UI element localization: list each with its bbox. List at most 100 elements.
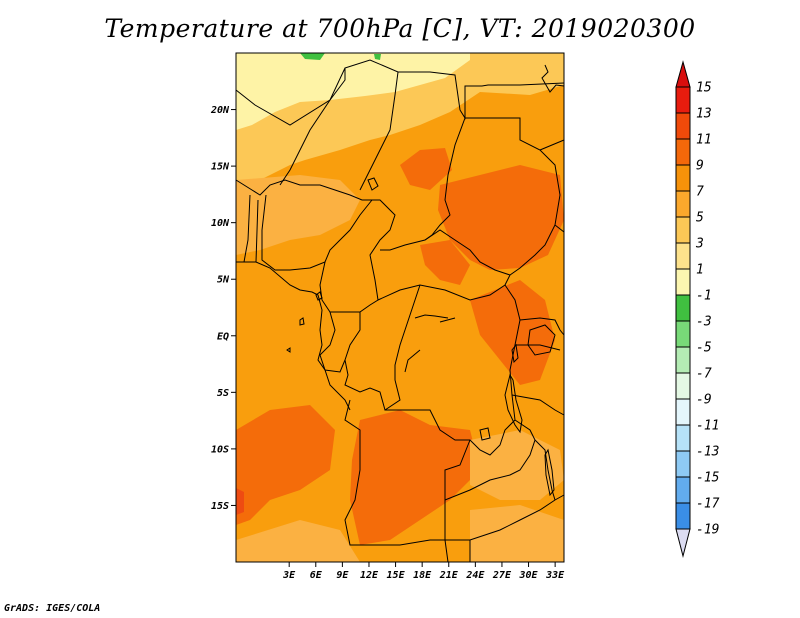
lake-kivu — [511, 343, 519, 364]
colorbar-segment — [675, 320, 691, 348]
lon-tick-label: 33E — [545, 570, 565, 581]
border-mali-niger — [279, 67, 346, 186]
lon-tick-label: 6E — [310, 570, 323, 581]
border-ethiopia-east — [539, 139, 565, 233]
lat-tick-label: EQ — [217, 331, 229, 342]
colorbar-label: -3 — [696, 315, 712, 330]
lat-tick-label: 10N — [211, 218, 230, 229]
lat-tick-label: 20N — [210, 105, 230, 116]
red-sea-coast — [541, 64, 565, 93]
border-cameroon — [319, 199, 396, 313]
field-region-atlantic-dark — [236, 405, 335, 525]
field-region-southeast-light — [470, 505, 564, 562]
credit-text: GrADS: IGES/COLA — [4, 603, 101, 614]
colorbar-segment — [675, 242, 691, 270]
temperature-field — [236, 53, 564, 562]
map-frame — [235, 52, 565, 563]
colorbar-label: -1 — [696, 289, 712, 304]
colorbar-segment — [675, 268, 691, 296]
latitude-ticks: 20N 15N 10N 5N EQ 5S 10S 15S — [210, 105, 236, 512]
lon-tick-label: 27E — [492, 570, 512, 581]
congo-river — [404, 314, 456, 373]
lon-tick-label: 15E — [387, 570, 406, 581]
colorbar-label: 1 — [696, 263, 704, 278]
colorbar-label: -11 — [696, 419, 719, 434]
border-angola — [344, 399, 471, 546]
colorbar-label: -9 — [696, 393, 712, 408]
lon-tick-label: 24E — [465, 570, 485, 581]
field-region-zambia-dark — [470, 430, 564, 500]
coastline-west — [236, 261, 351, 411]
border-tanzania — [511, 344, 565, 416]
colorbar-segment — [675, 398, 691, 426]
colorbar-segment — [675, 164, 691, 192]
field-region-lake-dark — [470, 280, 555, 385]
colorbar-segment — [675, 216, 691, 244]
longitude-ticks: 3E 6E 9E 12E 15E 18E 21E 24E 27E 30E 33E — [282, 562, 565, 581]
colorbar-label: 9 — [696, 159, 704, 174]
border-nigeria — [261, 194, 373, 271]
field-region-north-dark — [400, 148, 452, 190]
lake-tanganyika — [504, 373, 523, 434]
lake-malawi — [544, 448, 555, 497]
field-region-chad-dark — [420, 240, 470, 285]
field-region-green-patch-2 — [374, 54, 381, 60]
country-borders — [235, 53, 565, 563]
border-congo — [344, 284, 421, 411]
colorbar-label: -17 — [696, 497, 720, 512]
field-region-angola-dark — [350, 410, 480, 545]
colorbar-top-arrow — [675, 60, 691, 88]
lake-chad — [367, 177, 379, 191]
lon-tick-label: 18E — [413, 570, 432, 581]
border-sahara-north — [235, 53, 565, 126]
colorbar-label: -13 — [696, 445, 719, 460]
colorbar-label: -7 — [696, 367, 712, 382]
field-region-southern-light — [236, 520, 360, 562]
border-niger-chad — [359, 71, 399, 191]
lake-victoria — [527, 324, 556, 356]
colorbar-bottom-arrow — [675, 528, 691, 558]
colorbar-segment — [675, 138, 691, 166]
colorbar-segment — [675, 86, 691, 114]
chart-title: Temperature at 700hPa [C], VT: 201902030… — [104, 14, 696, 43]
colorbar-label: 13 — [696, 107, 712, 122]
lat-tick-label: 15S — [211, 501, 229, 512]
border-car — [377, 229, 511, 301]
islands — [286, 291, 323, 353]
lon-tick-label: 30E — [519, 570, 539, 581]
lon-tick-label: 21E — [439, 570, 459, 581]
lat-tick-label: 5N — [217, 275, 230, 286]
border-malawi — [534, 439, 556, 501]
colorbar-label: 11 — [696, 133, 712, 148]
field-region-atlantic-red — [236, 488, 244, 515]
colorbar-segment — [675, 190, 691, 218]
field-region-west-light — [236, 175, 360, 255]
border-zambia — [444, 419, 536, 501]
colorbar-segment — [675, 294, 691, 322]
border-west-coast — [235, 179, 372, 201]
colorbar-label: -19 — [696, 523, 719, 538]
colorbar-segment — [675, 424, 691, 452]
lat-tick-label: 15N — [211, 162, 230, 173]
colorbar-label: 3 — [695, 237, 704, 252]
lake-mweru — [479, 427, 491, 441]
lat-tick-label: 10S — [211, 444, 229, 455]
colorbar-label: 15 — [696, 81, 712, 96]
colorbar-segment — [675, 346, 691, 374]
border-chad-sudan — [424, 117, 466, 241]
border-namibia-botswana — [444, 539, 471, 563]
border-drc-south — [385, 409, 516, 456]
field-region-green-patch-1 — [300, 53, 325, 60]
border-gabon — [319, 311, 346, 373]
colorbar-segment — [675, 372, 691, 400]
colorbar-label: -15 — [696, 471, 720, 486]
colorbar-label: -5 — [696, 341, 712, 356]
colorbar-segment — [675, 112, 691, 140]
lon-tick-label: 12E — [360, 570, 379, 581]
colorbar-label: 5 — [696, 211, 704, 226]
colorbar-segment — [675, 476, 691, 504]
colorbar-label: 7 — [696, 185, 704, 200]
lon-tick-label: 3E — [282, 570, 296, 581]
border-benin-togo — [243, 194, 259, 263]
